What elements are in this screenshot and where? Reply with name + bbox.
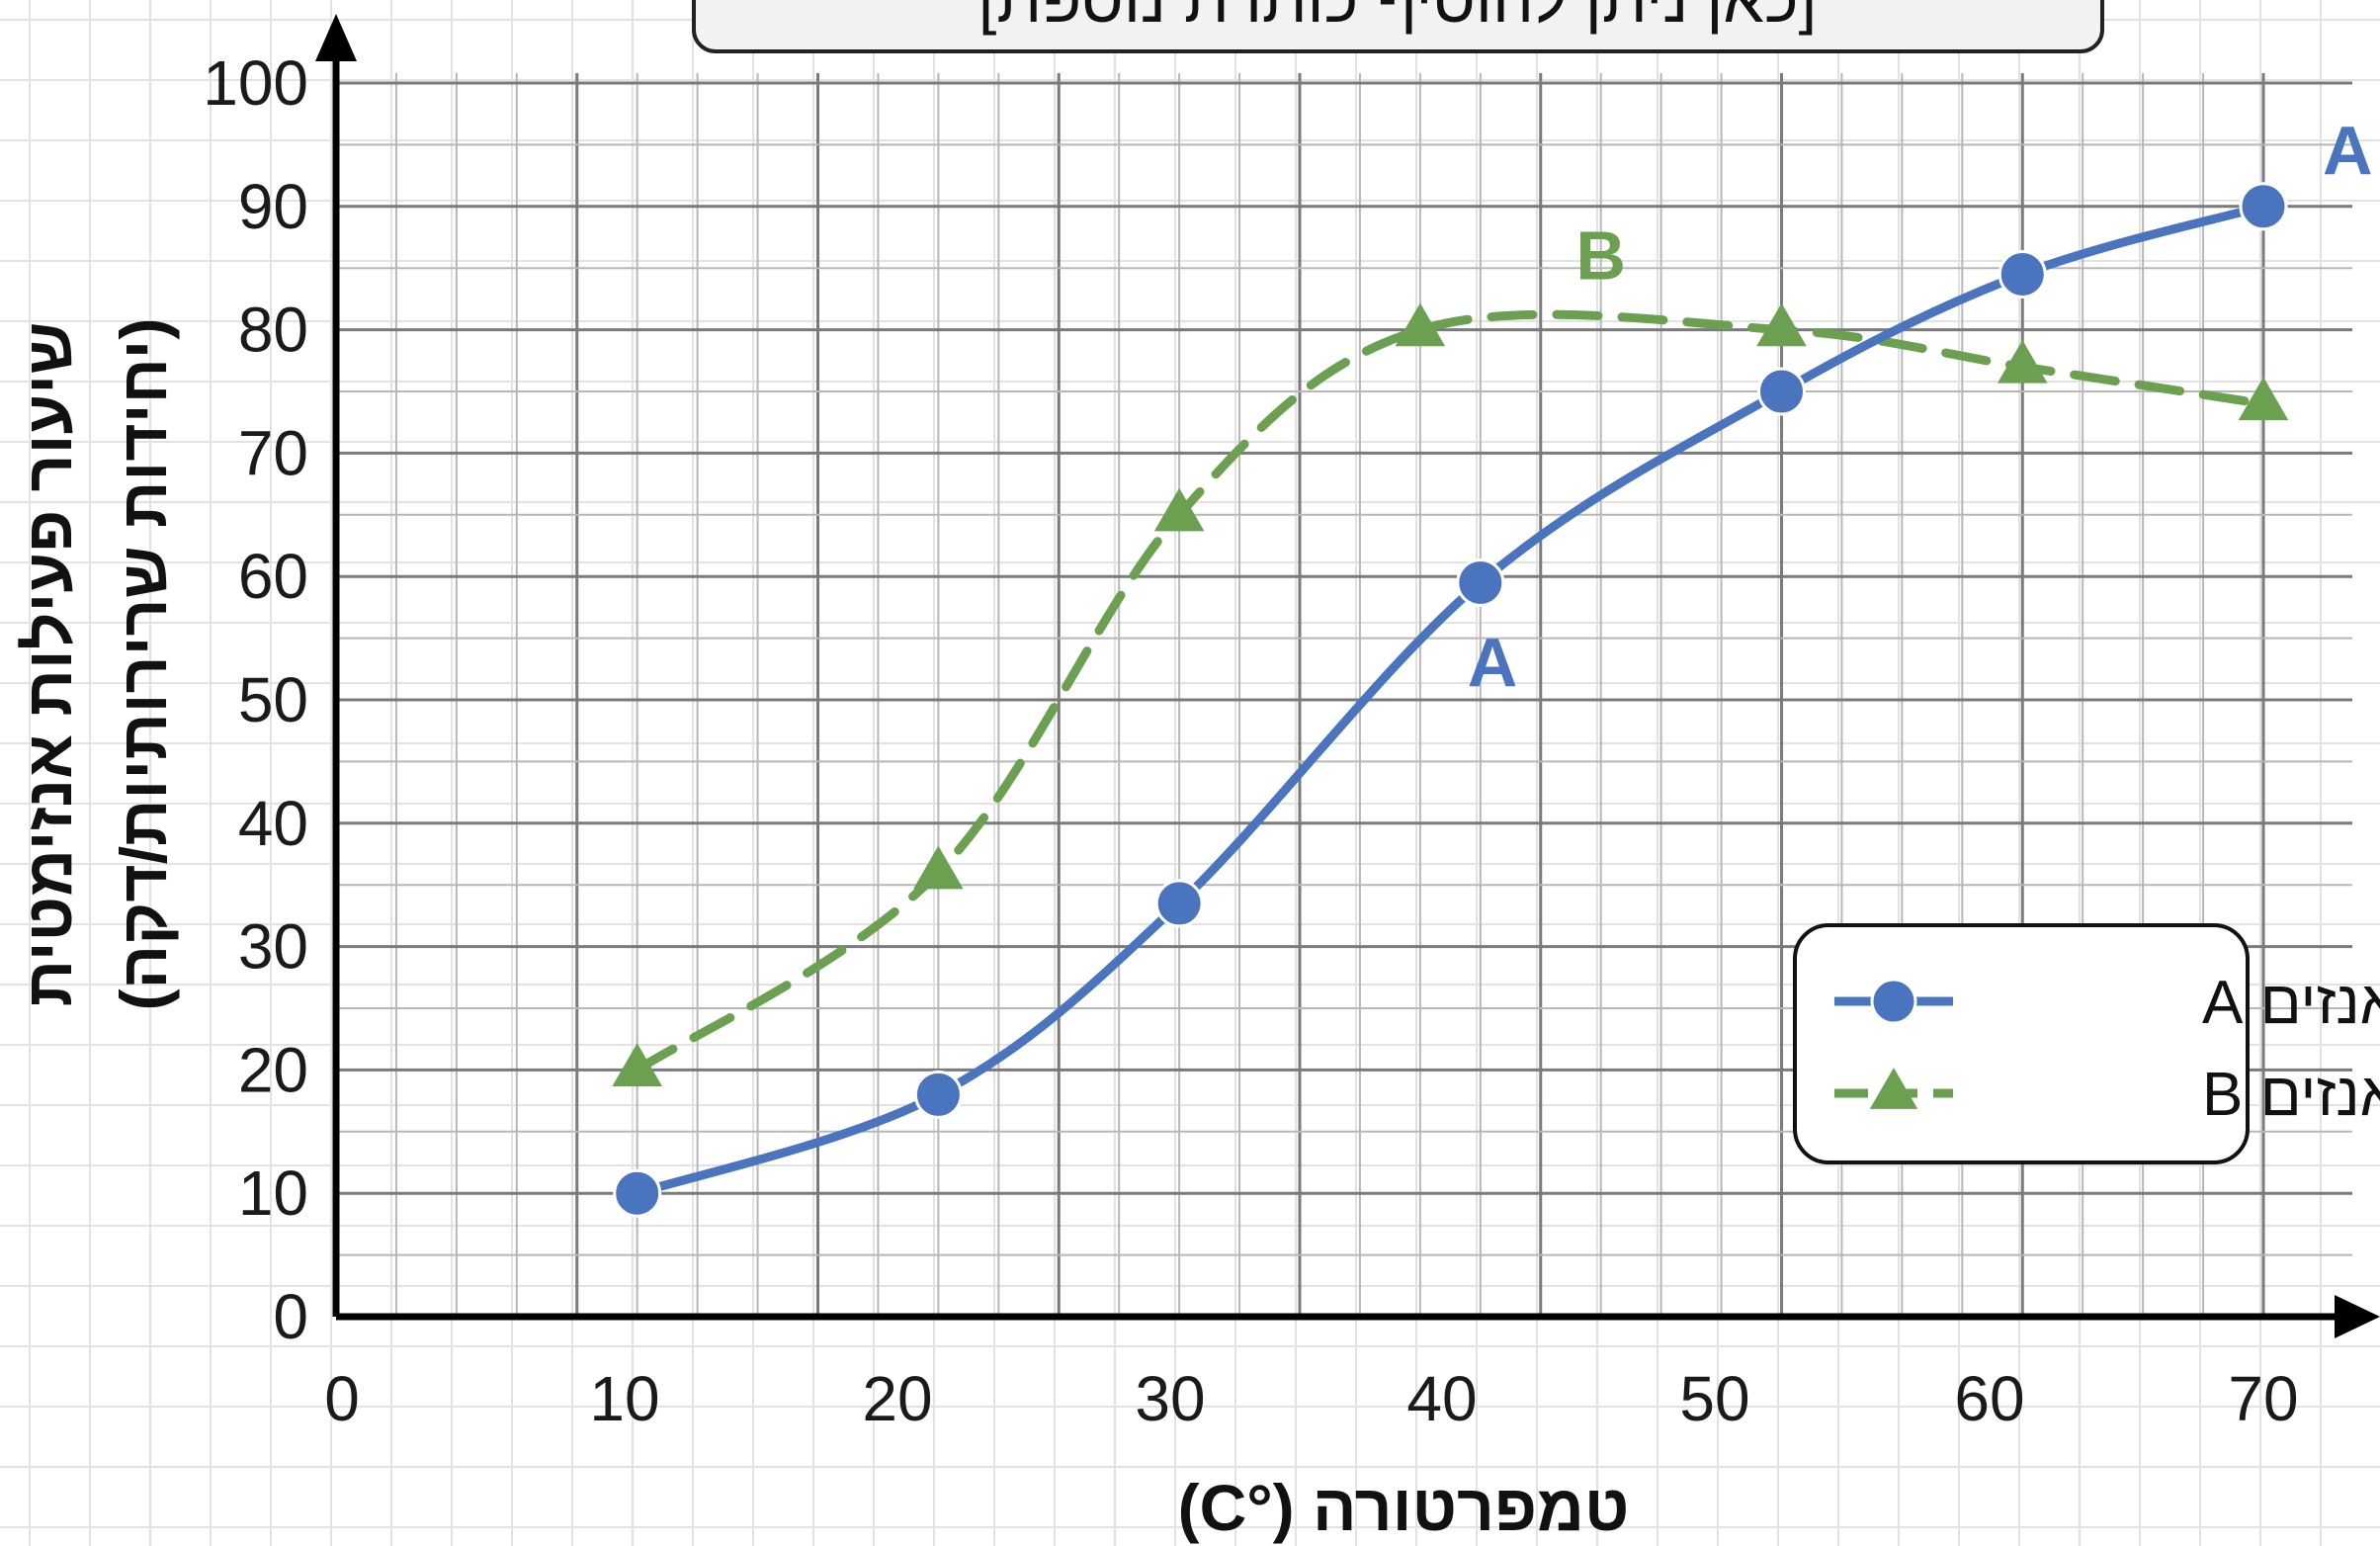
x-tick-label: 30 [1135,1363,1205,1434]
data-point-triangle [1869,1068,1918,1109]
y-tick-label: 70 [238,417,308,488]
data-point-triangle [1153,487,1205,532]
y-tick-label: 50 [238,664,308,735]
legend-items: אנזים A אנזים B [1834,969,2380,1129]
data-point-circle [913,1070,963,1119]
y-axis-arrow [315,14,357,61]
data-point-triangle [913,845,964,890]
data-point-circle [613,1168,662,1218]
y-tick-label: 20 [238,1034,308,1105]
legend: אנזים A אנזים B [1793,923,2380,1164]
data-point-circle [1870,978,1917,1025]
data-point-circle [1757,367,1806,416]
x-tick-label: 10 [589,1363,659,1434]
y-tick-label: 90 [238,171,308,242]
data-point-circle [1154,879,1204,928]
data-point-triangle [1395,302,1446,347]
y-axis-title: שיעור פעילות אנזימטית [12,322,85,1007]
y-tick-label: 30 [238,911,308,983]
legend-box [1793,923,2250,1164]
x-tick-label: 40 [1406,1363,1477,1434]
series [612,302,2289,1087]
tick-labels: 0 10 20 30 40 50 60 70 0 10 20 30 40 50 60 70 80 90 100 [203,47,2298,1434]
y-tick-label: 40 [238,788,308,859]
y-tick-label: 60 [238,541,308,612]
legend-item: אנזים A [1834,969,2380,1037]
y-tick-label: 100 [203,47,308,119]
chart-title-box: [כאן ניתן להוסיף כותרת נוספת] [692,0,2104,53]
axes [315,14,2380,1338]
data-point-triangle [612,1043,662,1087]
point-labels: A A B [1468,113,2373,702]
point-label: B [1575,217,1626,295]
point-label: A [1468,625,1518,702]
legend-label: אנזים B [2202,1061,2380,1129]
data-point-circle [1998,249,2047,299]
legend-label: אנזים A [2202,969,2380,1037]
y-tick-label: 80 [238,295,308,366]
data-point-triangle [1756,302,1807,347]
data-point-circle [1456,558,1505,607]
point-label: A [2323,113,2373,190]
x-axis-arrow [2335,1295,2380,1338]
legend-item: אנזים B [1834,1061,2380,1129]
y-axis-subtitle: (יחידות שרירותיות/דקה) [107,318,180,1011]
y-tick-label: 10 [238,1158,308,1229]
x-tick-label: 60 [1954,1363,2024,1434]
x-tick-label: 70 [2228,1363,2298,1434]
x-tick-label: 20 [862,1363,932,1434]
data-point-circle [2239,182,2288,231]
series [613,182,2288,1218]
x-tick-label: 0 [324,1363,360,1434]
x-tick-label: 50 [1679,1363,1749,1434]
x-axis-title: טמפרטורה (°C) [1178,1471,1630,1544]
data-point-triangle [2238,377,2289,421]
y-tick-label: 0 [273,1281,308,1352]
chart-title: [כאן ניתן להוסיף כותרת נוספת] [978,0,1817,36]
series-layer [612,182,2289,1218]
data-point-triangle [1997,339,2048,384]
